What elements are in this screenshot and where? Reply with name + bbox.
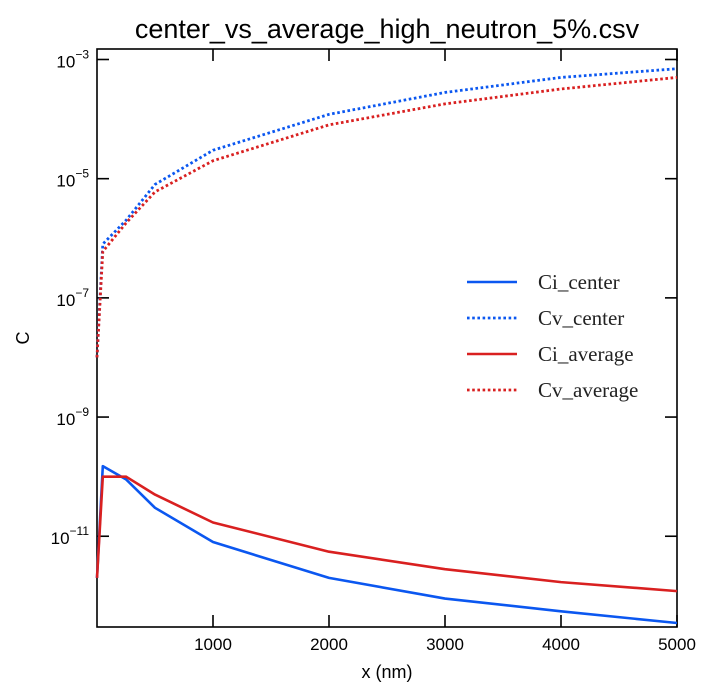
- legend: Ci_center Cv_center Ci_average Cv_average: [467, 270, 638, 402]
- plot-area-frame: [96, 48, 678, 628]
- legend-label: Cv_center: [538, 306, 624, 330]
- y-tick-label: 10−9: [56, 405, 89, 429]
- x-tick-label: 4000: [542, 635, 580, 654]
- series-line-cv-center: [95, 67, 678, 358]
- series-line-ci-center: [95, 464, 678, 625]
- x-axis-label: x (nm): [362, 662, 413, 682]
- legend-label: Ci_center: [538, 270, 620, 294]
- chart-title: center_vs_average_high_neutron_5%.csv: [135, 14, 640, 44]
- legend-label: Cv_average: [538, 378, 638, 402]
- tick-marks: [97, 49, 678, 627]
- series-line-cv-average: [95, 76, 678, 358]
- series-lines: [95, 67, 678, 625]
- y-axis-label: C: [13, 332, 33, 345]
- x-tick-label: 2000: [310, 635, 348, 654]
- tick-labels: 1000 2000 3000 4000 5000 10−11 10−9 10−7 10−5 10−…: [51, 47, 696, 654]
- y-tick-label: 10−5: [56, 167, 89, 191]
- y-tick-label: 10−11: [51, 524, 90, 548]
- legend-label: Ci_average: [538, 342, 634, 366]
- x-tick-label: 3000: [426, 635, 464, 654]
- x-tick-label: 1000: [194, 635, 232, 654]
- y-tick-label: 10−7: [56, 286, 89, 310]
- series-line-ci-average: [95, 475, 678, 593]
- x-tick-label: 5000: [658, 635, 696, 654]
- y-tick-label: 10−3: [56, 47, 89, 71]
